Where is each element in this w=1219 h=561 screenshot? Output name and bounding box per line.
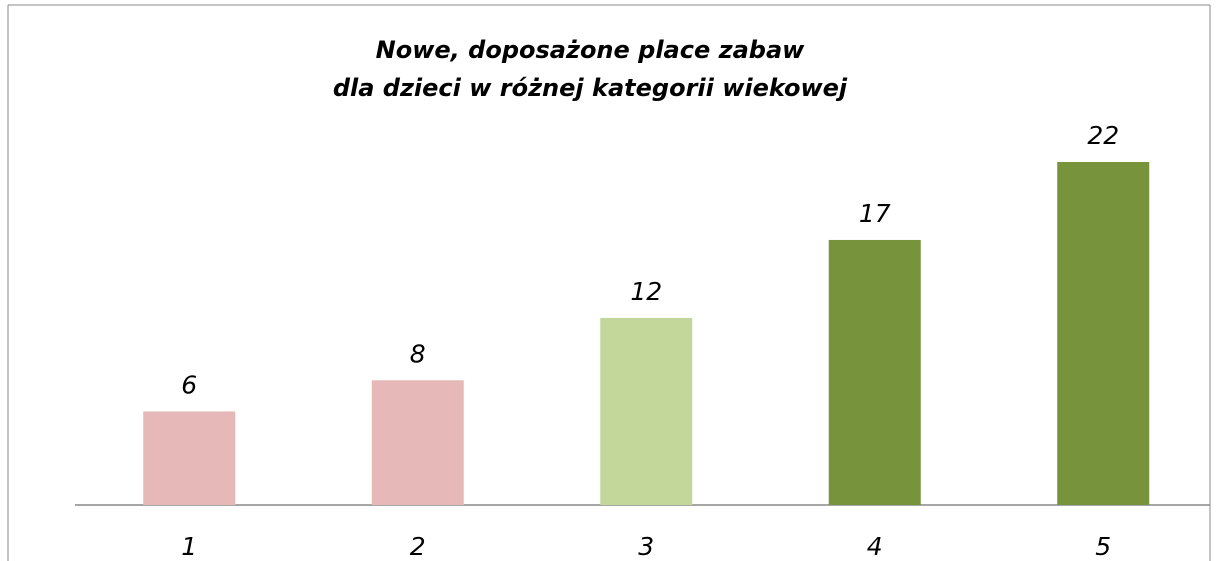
- data-label: 8: [410, 339, 426, 368]
- bar: [600, 317, 693, 505]
- data-label: 12: [630, 277, 662, 306]
- data-label: 17: [859, 199, 891, 228]
- bar: [143, 411, 236, 505]
- x-tick-label: 2: [410, 532, 426, 561]
- chart-title: dla dzieci w różnej kategorii wiekowej: [333, 74, 848, 102]
- data-label: 6: [181, 370, 197, 399]
- bar: [828, 239, 921, 506]
- x-tick-label: 5: [1095, 532, 1111, 561]
- x-tick-label: 4: [867, 532, 883, 561]
- x-tick-label: 1: [181, 532, 197, 561]
- data-label: 22: [1087, 121, 1119, 150]
- x-tick-label: 3: [638, 532, 654, 561]
- bar: [1057, 162, 1150, 505]
- bar: [371, 380, 464, 505]
- chart-title: Nowe, doposażone place zabaw: [376, 36, 805, 64]
